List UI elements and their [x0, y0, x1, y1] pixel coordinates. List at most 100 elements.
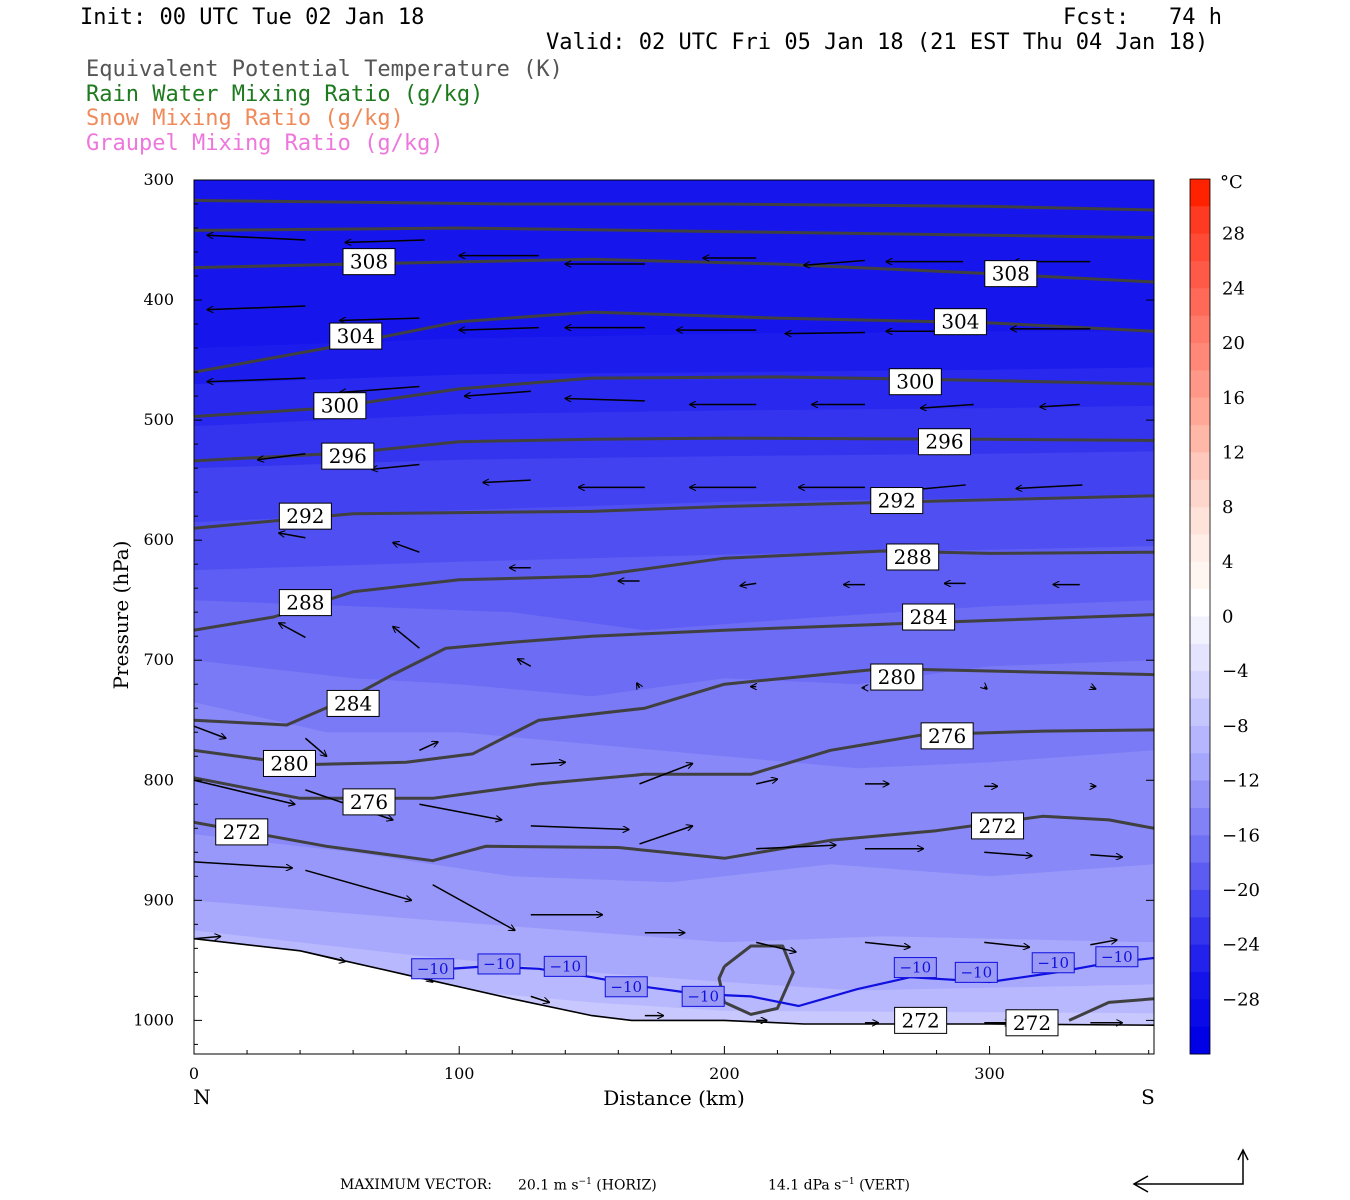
theta-e-label-box: [342, 248, 396, 276]
colorbar-bin: [1190, 288, 1210, 317]
colorbar-bin: [1190, 889, 1210, 918]
field-label-snow: Snow Mixing Ratio (g/kg): [86, 106, 404, 131]
theta-e-label-box: [894, 1006, 948, 1034]
theta-e-label: 292: [878, 489, 916, 513]
minus10-label-box: [1095, 946, 1139, 968]
colorbar-label: 20: [1222, 333, 1245, 354]
wind-arrow: [340, 318, 420, 320]
colorbar-label: 28: [1222, 224, 1245, 245]
wind-arrow: [459, 328, 539, 330]
theta-e-label: 300: [321, 394, 359, 418]
theta-e-line: [194, 613, 1154, 727]
theta-e-label-box: [920, 722, 974, 750]
x-tick-label: 200: [709, 1064, 740, 1083]
max-vector-vert: 14.1 dPa s−1 (VERT): [768, 1177, 910, 1194]
wind-arrow: [639, 763, 693, 785]
valid-time: Valid: 02 UTC Fri 05 Jan 18 (21 EST Thu …: [546, 30, 1209, 55]
colorbar-bin: [1190, 315, 1210, 344]
theta-e-label-box: [870, 487, 924, 515]
colorbar-bin: [1190, 561, 1210, 590]
theta-e-line: [194, 226, 1154, 240]
theta-e-line: [194, 667, 1154, 767]
theta-e-line: [194, 198, 1154, 212]
minus10-label-box: [954, 961, 998, 983]
wind-arrow: [530, 825, 629, 830]
wind-arrow: [785, 332, 865, 333]
colorbar-bin: [1190, 479, 1210, 508]
wind-arrow: [345, 240, 425, 242]
theta-e-label-box: [888, 368, 942, 396]
wind-arrow: [419, 803, 501, 820]
colorbar-label: −28: [1222, 989, 1260, 1010]
wind-arrow: [565, 399, 645, 401]
colorbar-label: −24: [1222, 935, 1260, 956]
wind-arrow: [207, 377, 306, 382]
theta-e-label: 304: [337, 324, 375, 348]
theta-e-label-box: [1005, 1009, 1059, 1037]
colorbar-frame: [1189, 178, 1211, 1055]
wind-arrow: [756, 941, 796, 952]
theta-e-label: 296: [329, 444, 367, 468]
theta-e-label: 284: [909, 605, 947, 629]
field-label-theta-e: Equivalent Potential Temperature (K): [86, 57, 563, 82]
theta-e-label-box: [278, 589, 332, 617]
wind-arrow: [921, 403, 974, 409]
y-tick-label: 700: [143, 650, 174, 669]
colorbar-label: −8: [1222, 716, 1249, 737]
colorbar-bin: [1190, 698, 1210, 727]
theta-e-label: 296: [925, 430, 963, 454]
theta-e-label-box: [329, 322, 383, 350]
wind-arrow: [393, 627, 420, 649]
wind-vectors: [194, 235, 1122, 1023]
theta-e-labels: 308 308 304 304 300 300 296 296 292 292 288 288 284 2…: [215, 248, 1059, 1037]
y-tick-label: 300: [143, 170, 174, 189]
minus10-label-box: [604, 976, 648, 998]
colorbar-label: −4: [1222, 661, 1249, 682]
wind-arrow: [740, 583, 757, 585]
forecast-hour: Fcst: 74 h: [1063, 5, 1222, 30]
theta-e-label: 308: [350, 250, 388, 274]
wind-arrow: [864, 941, 910, 947]
minus10-label: −10: [1037, 954, 1069, 972]
colorbar-bin: [1190, 807, 1210, 836]
minus10-label: −10: [687, 987, 719, 1005]
wind-arrow: [432, 884, 515, 931]
wind-arrow: [194, 779, 295, 804]
colorbar-bin: [1190, 971, 1210, 1000]
x-tick-label: 300: [974, 1064, 1005, 1083]
colorbar-bin: [1190, 917, 1210, 946]
minus10-label: −10: [483, 955, 515, 973]
theta-e-label: 272: [223, 820, 261, 844]
wind-arrow: [1090, 687, 1095, 689]
colorbar-bin: [1190, 507, 1210, 535]
wind-arrow: [530, 762, 565, 764]
wind-arrow: [207, 305, 306, 310]
colorbar-bin: [1190, 780, 1210, 809]
wind-arrow: [279, 623, 306, 639]
x-tick-label: 100: [444, 1064, 475, 1083]
colorbar-bin: [1190, 862, 1210, 891]
wind-arrow: [464, 390, 531, 396]
wind-arrow: [340, 385, 420, 392]
minus10-label: −10: [960, 963, 992, 981]
minus10-label-box: [893, 957, 937, 979]
wind-arrow: [305, 951, 345, 962]
theta-e-label-box: [342, 788, 396, 816]
colorbar-bin: [1190, 944, 1210, 973]
south-label: S: [1141, 1085, 1155, 1109]
colorbar-bin: [1190, 452, 1210, 481]
minus10-label: −10: [417, 960, 449, 978]
theta-e-label: 272: [902, 1008, 940, 1032]
wind-arrow: [756, 779, 777, 785]
wind-arrow: [518, 659, 532, 667]
theta-e-label-box: [313, 392, 367, 420]
colorbar-bin: [1190, 179, 1210, 207]
theta-e-label: 276: [928, 724, 966, 748]
theta-e-line: [1068, 997, 1154, 1022]
colorbar-bin: [1190, 425, 1210, 453]
x-tick-label: 0: [189, 1064, 199, 1083]
colorbar: °C 28 24 20 16 12 8 4 0 −4 −8 −12 −16 −20 −24 −28: [1189, 172, 1260, 1055]
theta-e-label: 280: [878, 665, 916, 689]
theta-e-line: [194, 814, 1154, 863]
